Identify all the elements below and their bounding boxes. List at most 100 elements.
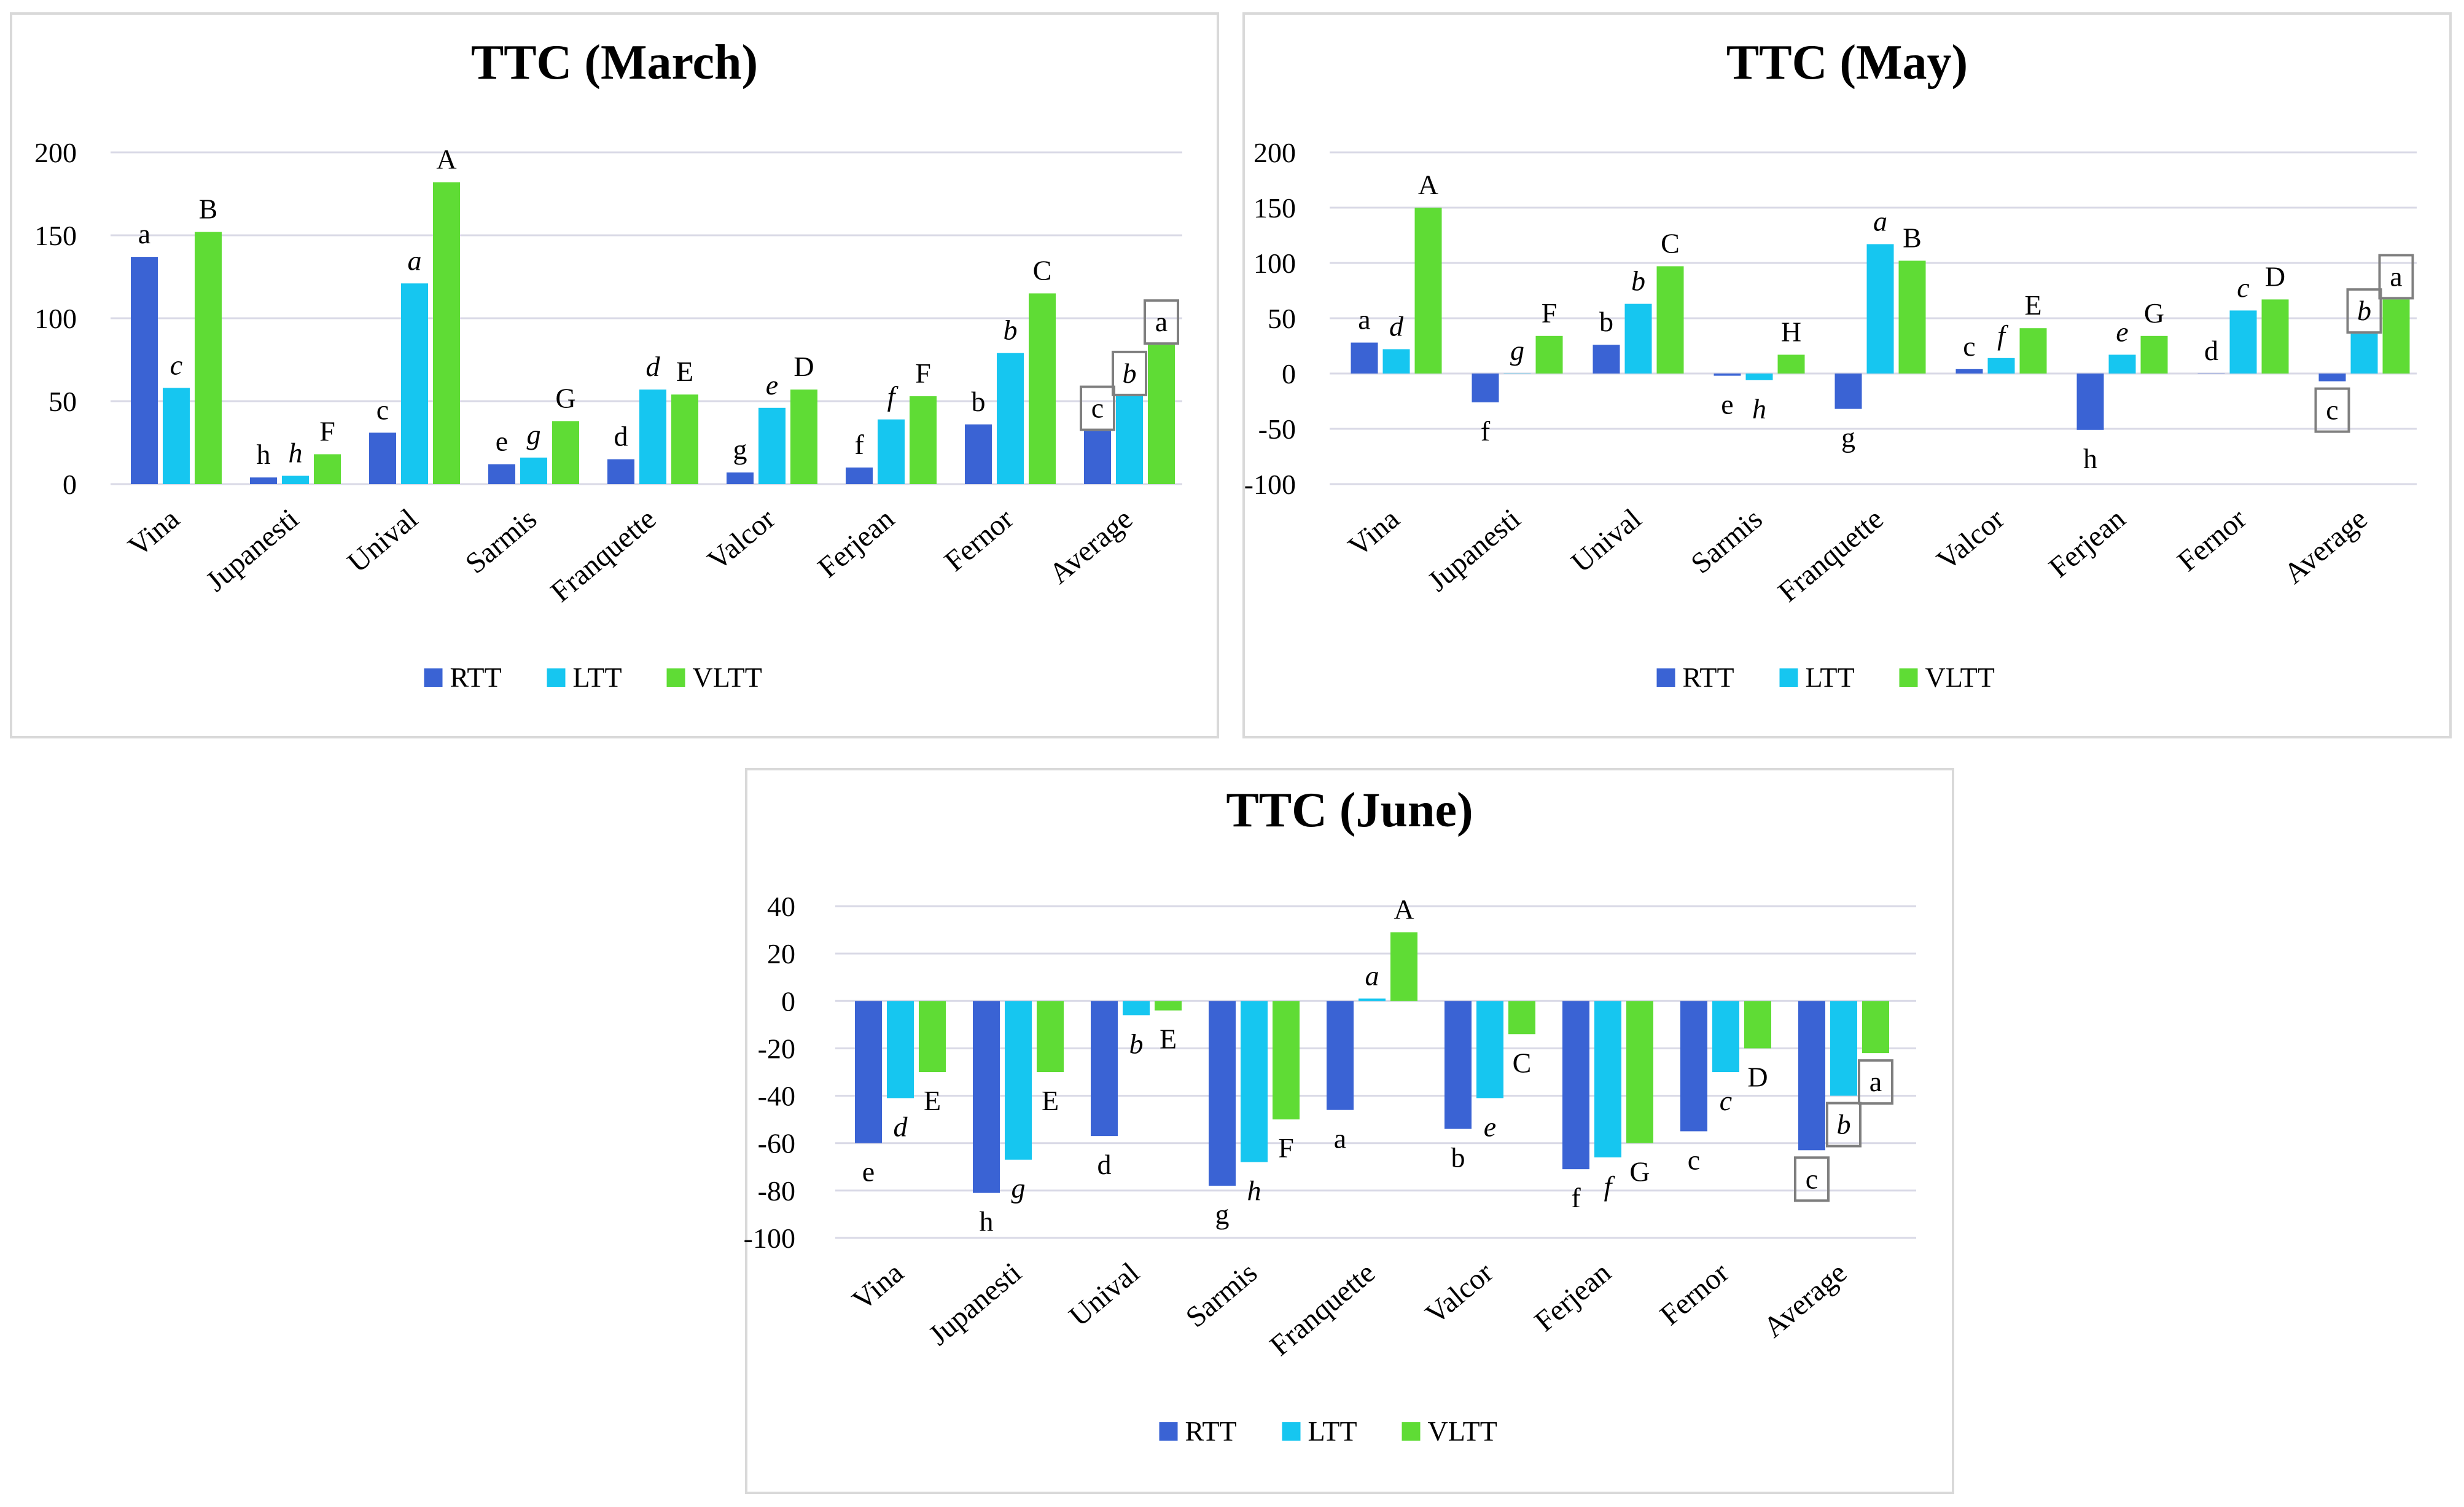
legend-swatch-ltt xyxy=(547,668,566,687)
label-box xyxy=(2378,254,2414,300)
bar-rtt-fernor xyxy=(1680,1001,1707,1132)
bar-rtt-vina xyxy=(131,257,158,484)
bar-rtt-vina xyxy=(1351,342,1378,374)
bar-rtt-average xyxy=(1084,431,1111,484)
bar-ltt-unival xyxy=(1624,303,1652,374)
chart-title: TTC (March) xyxy=(471,36,758,90)
data-label: c xyxy=(170,349,182,380)
data-label: b xyxy=(1451,1142,1465,1173)
label-box xyxy=(1826,1102,1862,1148)
bar-rtt-average xyxy=(2318,374,2346,382)
y-tick-label: -100 xyxy=(1244,469,1296,500)
data-label: b xyxy=(1004,315,1018,346)
data-label: c xyxy=(2237,272,2249,303)
data-label: a xyxy=(1155,306,1168,337)
data-label: F xyxy=(1278,1132,1294,1164)
data-label: E xyxy=(1160,1024,1177,1055)
data-label: c xyxy=(2326,394,2338,426)
bar-ltt-jupanesti xyxy=(282,476,309,484)
data-label: a xyxy=(2390,260,2402,292)
data-label: E xyxy=(676,356,693,387)
chart-panel-3: TTC (June)40200-20-40-60-80-100edEVinahg… xyxy=(744,768,1954,1494)
bar-vltt-average xyxy=(1862,1001,1889,1054)
data-label: h xyxy=(1752,393,1766,425)
bar-vltt-jupanesti xyxy=(1535,335,1563,374)
data-label: e xyxy=(1484,1111,1496,1142)
data-label: B xyxy=(199,194,218,225)
data-label: g xyxy=(733,434,747,465)
data-label: e xyxy=(1721,389,1733,420)
bar-vltt-unival xyxy=(1155,1001,1182,1011)
data-label: b xyxy=(1837,1109,1851,1140)
data-label: D xyxy=(2265,260,2285,292)
bar-vltt-valcor xyxy=(2019,328,2047,374)
legend-label-ltt: LTT xyxy=(1806,662,1855,693)
y-tick-label: -80 xyxy=(758,1175,795,1207)
chart-title: TTC (May) xyxy=(1726,36,1968,90)
data-label: c xyxy=(1963,331,1975,362)
data-label: H xyxy=(1781,316,1801,347)
y-tick-label: 100 xyxy=(34,303,77,334)
data-label: C xyxy=(1033,255,1052,286)
bar-ltt-fernor xyxy=(1712,1001,1739,1072)
bar-rtt-jupanesti xyxy=(973,1001,1000,1193)
data-label: c xyxy=(376,394,389,425)
data-label: g xyxy=(1841,422,1855,453)
y-tick-label: -60 xyxy=(758,1128,795,1159)
label-box xyxy=(2314,387,2350,433)
data-label: h xyxy=(257,439,271,470)
label-box xyxy=(1080,385,1115,431)
y-tick-label: -50 xyxy=(1258,413,1296,445)
data-label: e xyxy=(2116,316,2128,347)
data-label: G xyxy=(1629,1156,1650,1188)
bar-rtt-average xyxy=(1798,1001,1825,1151)
legend-label-rtt: RTT xyxy=(450,662,502,693)
data-label: b xyxy=(1599,306,1613,337)
data-label: h xyxy=(1247,1175,1261,1207)
data-label: c xyxy=(1720,1085,1732,1116)
data-label: b xyxy=(1123,358,1137,389)
y-tick-label: -40 xyxy=(758,1081,795,1112)
label-box xyxy=(1144,299,1179,345)
data-label: E xyxy=(924,1085,941,1116)
legend-label-vltt: VLTT xyxy=(693,662,762,693)
bar-ltt-vina xyxy=(1382,349,1410,374)
bar-vltt-franquette xyxy=(1390,932,1417,1001)
data-label: G xyxy=(555,382,575,413)
bar-ltt-valcor xyxy=(1476,1001,1503,1098)
label-box xyxy=(1112,350,1147,396)
data-label: e xyxy=(862,1156,875,1188)
bar-ltt-jupanesti xyxy=(1005,1001,1032,1160)
data-label: G xyxy=(2144,297,2164,329)
y-tick-label: 20 xyxy=(767,938,795,969)
data-label: d xyxy=(646,351,661,382)
bar-ltt-average xyxy=(1830,1001,1857,1096)
y-tick-label: 150 xyxy=(1253,192,1296,224)
legend-swatch-ltt xyxy=(1779,668,1798,687)
data-label: d xyxy=(1389,310,1404,342)
data-label: c xyxy=(1688,1144,1700,1175)
data-label: d xyxy=(894,1111,908,1142)
bar-ltt-fernor xyxy=(2229,310,2257,374)
y-tick-label: -100 xyxy=(744,1223,795,1254)
bar-ltt-sarmis xyxy=(520,457,547,484)
legend-swatch-rtt xyxy=(1159,1422,1178,1441)
bar-vltt-vina xyxy=(1414,208,1442,374)
data-label: D xyxy=(793,351,814,382)
bar-ltt-franquette xyxy=(639,389,666,484)
data-label: a xyxy=(1365,960,1379,991)
bar-vltt-fernor xyxy=(1029,293,1056,484)
bar-vltt-valcor xyxy=(790,389,817,484)
y-tick-label: 40 xyxy=(767,891,795,922)
data-label: F xyxy=(1542,297,1558,329)
data-label: h xyxy=(980,1206,994,1237)
bar-ltt-average xyxy=(1116,396,1143,484)
data-label: E xyxy=(1042,1085,1059,1116)
data-label: c xyxy=(1806,1163,1818,1194)
data-label: a xyxy=(138,218,150,249)
bar-ltt-fernor xyxy=(997,353,1024,484)
data-label: e xyxy=(496,426,508,457)
data-label: a xyxy=(408,245,422,276)
data-label: C xyxy=(1513,1047,1532,1078)
